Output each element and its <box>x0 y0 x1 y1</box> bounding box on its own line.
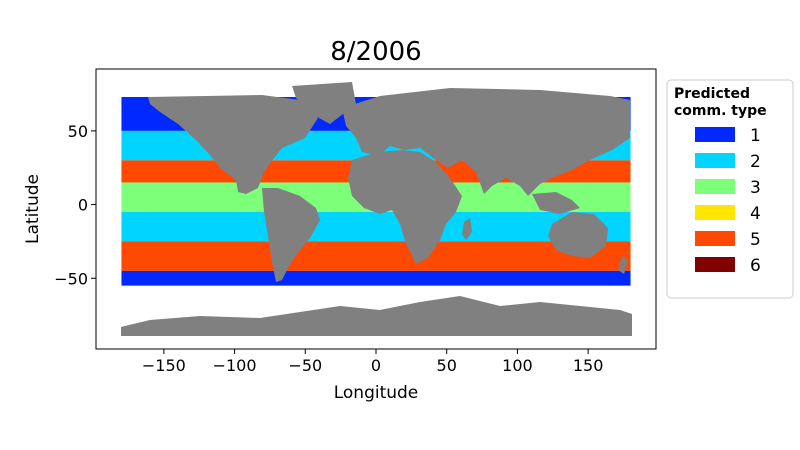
legend-items: 1 2 3 4 5 6 <box>695 126 761 276</box>
new-zealand-land <box>618 256 628 274</box>
legend-swatch-5 <box>695 231 735 246</box>
south-america-land <box>262 188 320 282</box>
y-tick-label: −50 <box>54 269 88 288</box>
australia-land <box>548 212 608 258</box>
x-tick-label: −150 <box>142 356 186 375</box>
x-axis: −150 −100 −50 0 50 100 150 <box>142 349 603 375</box>
x-tick-label: 50 <box>437 356 457 375</box>
legend-swatch-6 <box>695 257 735 272</box>
x-tick-label: −100 <box>213 356 257 375</box>
legend-swatch-1 <box>695 127 735 142</box>
legend-label-5: 5 <box>750 230 761 250</box>
legend-swatch-4 <box>695 205 735 220</box>
x-tick-label: 150 <box>573 356 604 375</box>
zone-type-2 <box>121 211 631 242</box>
legend-swatch-3 <box>695 179 735 194</box>
legend-title-line1: Predicted <box>674 86 750 102</box>
legend-swatch-2 <box>695 153 735 168</box>
x-tick-label: 0 <box>371 356 381 375</box>
y-tick-label: 0 <box>78 196 88 215</box>
x-tick-label: −50 <box>288 356 322 375</box>
x-tick-label: 100 <box>502 356 533 375</box>
y-axis: 50 0 −50 <box>54 122 96 288</box>
indonesia-land <box>532 192 580 214</box>
plot-area: −150 −100 −50 0 50 100 150 50 0 −50 <box>54 68 657 375</box>
zone-type-1 <box>121 270 631 286</box>
antarctica-land <box>121 296 632 336</box>
land-layer <box>121 82 632 336</box>
legend-label-6: 6 <box>750 256 761 276</box>
legend-label-2: 2 <box>750 152 761 172</box>
greenland-land <box>292 82 356 124</box>
legend-label-1: 1 <box>750 126 761 146</box>
madagascar-land <box>462 218 472 240</box>
y-axis-label: Latitude <box>23 174 43 244</box>
chart-title: 8/2006 <box>330 37 421 67</box>
legend-label-3: 3 <box>750 178 761 198</box>
africa-land <box>348 150 462 264</box>
north-america-land <box>148 95 318 194</box>
y-tick-label: 50 <box>68 122 88 141</box>
eurasia-land <box>342 88 630 196</box>
legend-title-line2: comm. type <box>674 103 767 119</box>
legend: Predicted comm. type 1 2 3 4 5 6 <box>666 79 794 299</box>
legend-label-4: 4 <box>750 204 761 224</box>
x-axis-label: Longitude <box>334 383 419 403</box>
zone-type-5 <box>121 241 631 271</box>
